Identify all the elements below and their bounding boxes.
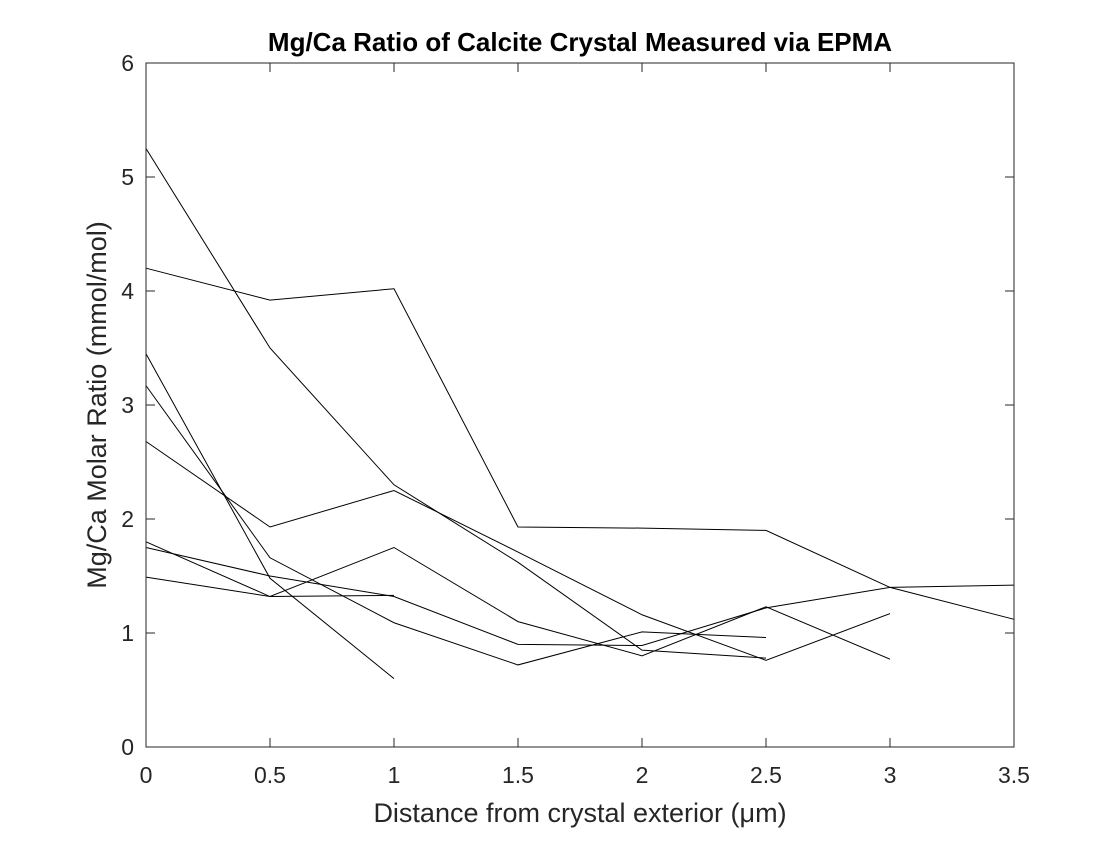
x-tick-label: 2.5 [750, 762, 782, 788]
x-tick-label: 2 [636, 762, 649, 788]
series-line-3 [145, 353, 395, 679]
y-tick-label: 0 [121, 734, 134, 760]
y-tick-label: 3 [121, 392, 134, 418]
series-line-1 [145, 148, 767, 659]
chart-title: Mg/Ca Ratio of Calcite Crystal Measured … [268, 27, 892, 57]
x-axis-ticks: 0 0.5 1 1.5 2 2.5 3 3.5 [140, 63, 1030, 788]
x-tick-label: 0.5 [254, 762, 286, 788]
series-line-7 [145, 547, 1015, 647]
y-tick-label: 2 [121, 506, 134, 532]
y-axis-ticks: 0 1 2 3 4 5 6 [121, 50, 1014, 760]
x-tick-label: 1.5 [502, 762, 534, 788]
y-tick-label: 4 [121, 278, 134, 304]
series-line-2 [145, 267, 1015, 620]
y-tick-label: 5 [121, 164, 134, 190]
x-tick-label: 1 [388, 762, 401, 788]
y-axis-label: Mg/Ca Molar Ratio (mmol/mol) [82, 221, 112, 589]
x-tick-label: 3.5 [998, 762, 1030, 788]
series-group [145, 148, 1015, 679]
series-line-5 [145, 441, 891, 661]
x-tick-label: 3 [884, 762, 897, 788]
series-line-4 [145, 385, 767, 666]
x-axis-label: Distance from crystal exterior (μm) [373, 798, 786, 828]
y-tick-label: 1 [121, 620, 134, 646]
y-tick-label: 6 [121, 50, 134, 76]
x-tick-label: 0 [140, 762, 153, 788]
series-line-8 [145, 576, 395, 598]
